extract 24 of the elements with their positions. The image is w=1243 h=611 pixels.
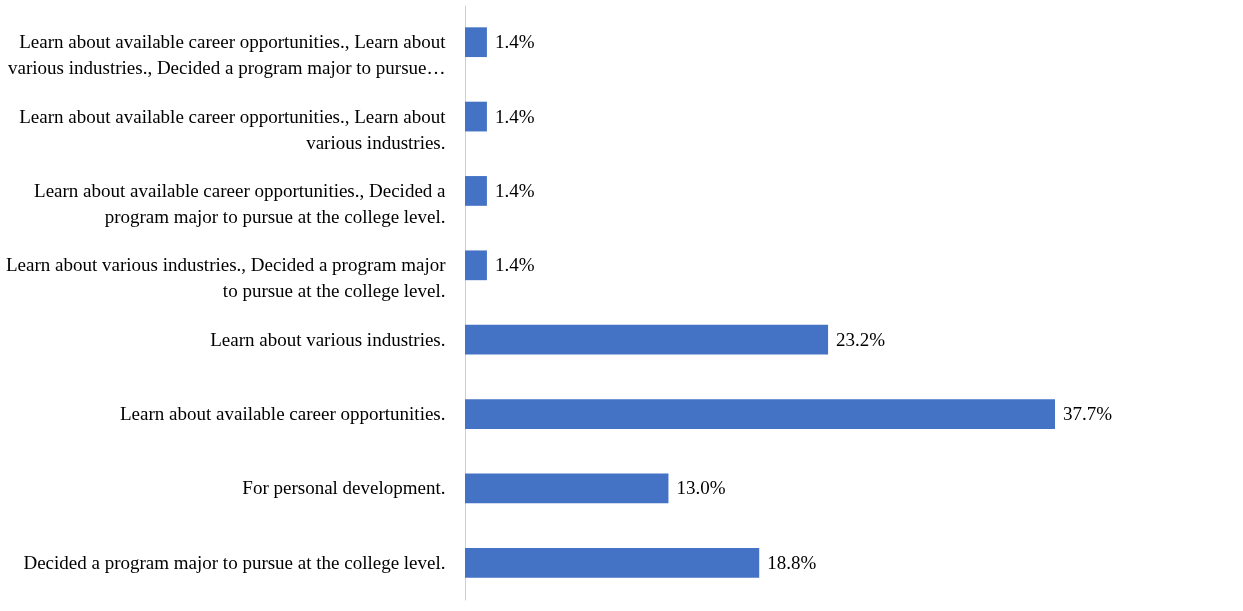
data-label: 37.7% <box>1063 403 1113 425</box>
data-label: 1.4% <box>494 254 535 276</box>
data-label: 1.4% <box>494 179 535 201</box>
y-tick-label: Learn about various industries. <box>210 328 446 350</box>
bar <box>465 324 829 355</box>
bar <box>465 27 487 58</box>
y-tick-label: Learn about available career opportunities. <box>120 403 446 425</box>
bar <box>465 399 1055 429</box>
y-tick-label: Learn about available career opportunities., Learn about various industries., Decided a program major to pursue… <box>8 31 447 79</box>
bar <box>465 176 487 206</box>
data-label: 13.0% <box>676 477 726 499</box>
data-label: 18.8% <box>767 551 817 573</box>
y-tick-label: Learn about various industries., Decided a program major to pursue at the college level. <box>6 254 447 302</box>
data-label: 1.4% <box>494 105 535 127</box>
data-label: 1.4% <box>494 31 535 53</box>
bar <box>465 101 487 132</box>
bar <box>465 250 487 281</box>
data-label: 23.2% <box>836 328 886 350</box>
bar <box>465 547 760 578</box>
y-tick-label: Decided a program major to pursue at the college level. <box>23 551 446 573</box>
y-tick-label: Learn about available career opportunities., Learn about various industries. <box>19 105 447 153</box>
y-tick-label: Learn about available career opportunities., Decided a program major to pursue at the college level. <box>34 179 447 227</box>
bar <box>465 473 669 504</box>
y-tick-label: For personal development. <box>242 477 446 499</box>
